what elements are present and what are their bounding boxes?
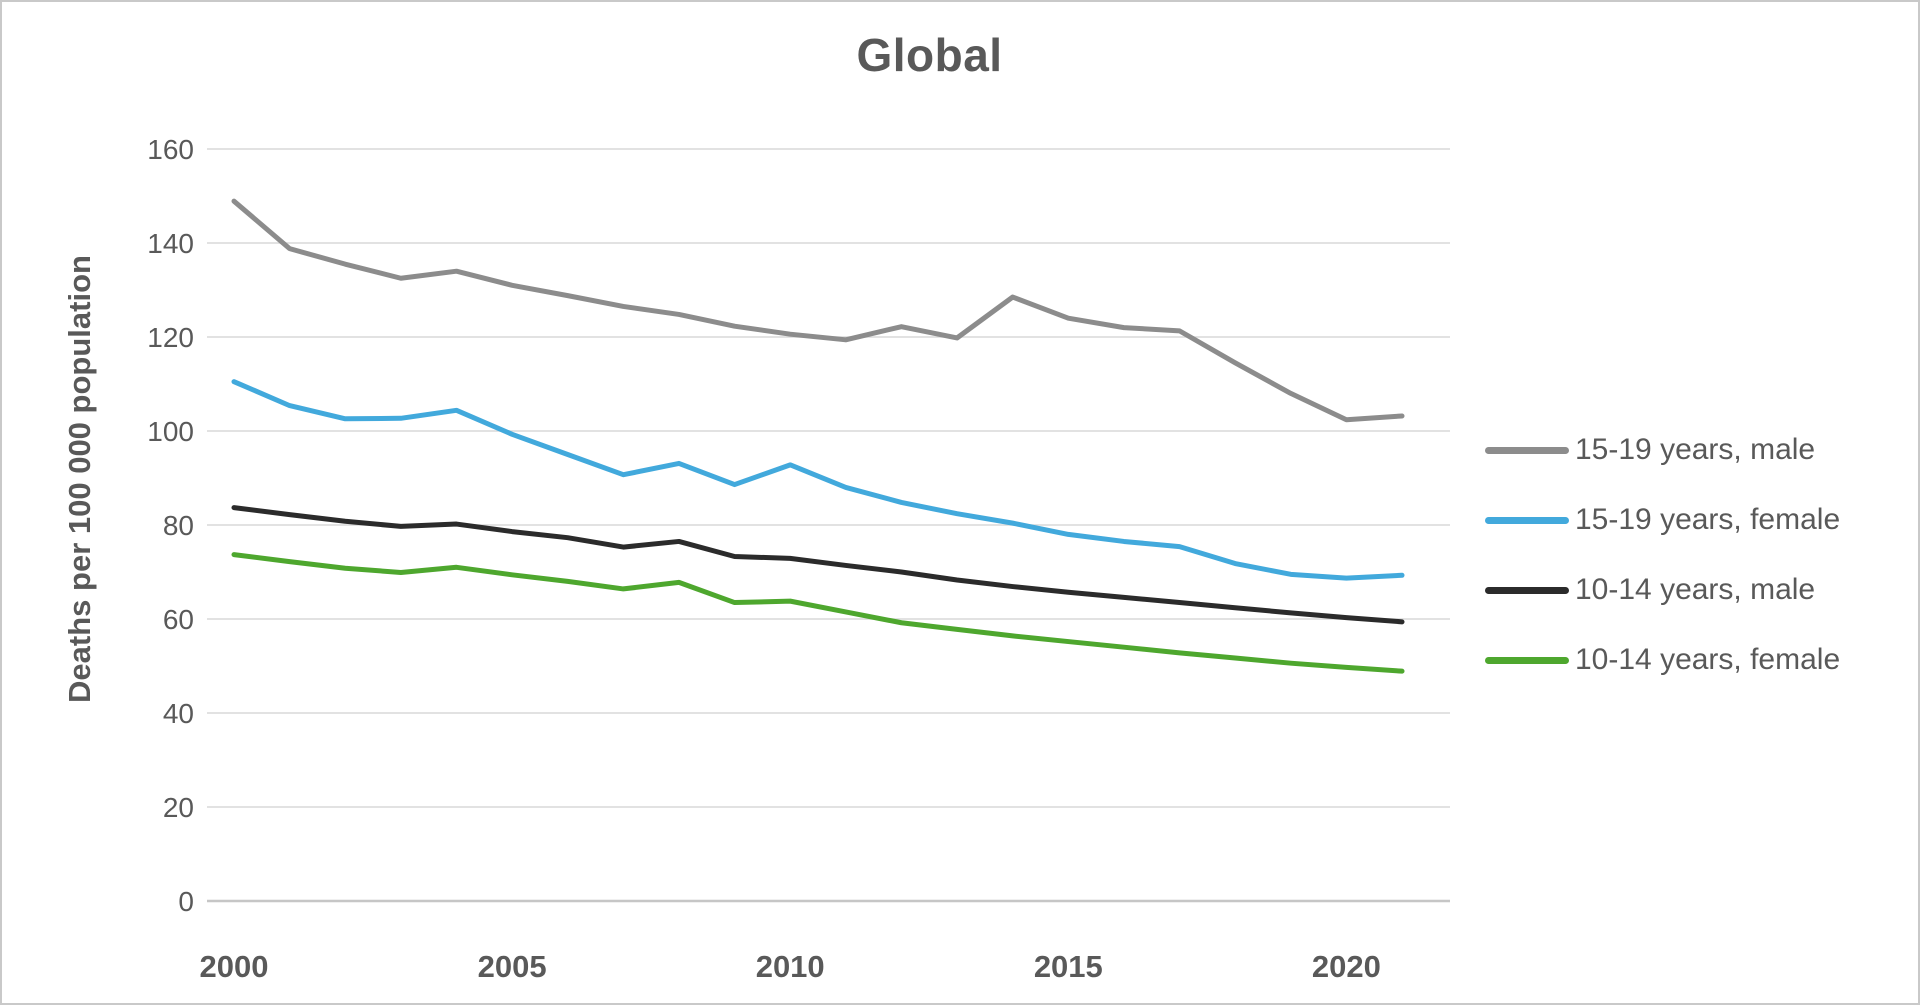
y-tick-label: 100 <box>147 416 194 447</box>
series-line-15-19-years-male <box>231 198 1405 423</box>
y-tick-label: 120 <box>147 322 194 353</box>
legend-swatch <box>1485 656 1569 664</box>
y-tick-label: 20 <box>163 792 194 823</box>
legend-label: 15-19 years, male <box>1575 433 1816 466</box>
y-tick-label: 160 <box>147 134 194 165</box>
legend-label: 15-19 years, female <box>1575 503 1841 536</box>
legend-label: 10-14 years, male <box>1575 573 1816 606</box>
y-tick-label: 40 <box>163 698 194 729</box>
series-line-10-14-years-male <box>231 505 1405 625</box>
legend-label: 10-14 years, female <box>1575 643 1841 676</box>
x-tick-label: 2010 <box>756 949 825 984</box>
legend-swatch <box>1485 586 1569 594</box>
legend-swatch <box>1485 446 1569 454</box>
y-tick-label: 60 <box>163 604 194 635</box>
legend-item: 15-19 years, male <box>1485 415 1840 485</box>
legend-item: 15-19 years, female <box>1485 485 1840 555</box>
x-tick-label: 2000 <box>200 949 269 984</box>
series-line-10-14-years-female <box>231 552 1405 674</box>
y-tick-label: 140 <box>147 228 194 259</box>
x-tick-label: 2005 <box>478 949 547 984</box>
x-tick-label: 2015 <box>1034 949 1103 984</box>
legend-item: 10-14 years, female <box>1485 625 1840 695</box>
legend-item: 10-14 years, male <box>1485 555 1840 625</box>
legend-swatch <box>1485 516 1569 524</box>
x-tick-label: 2020 <box>1312 949 1381 984</box>
y-tick-label: 80 <box>163 510 194 541</box>
chart-title: Global <box>856 29 1003 81</box>
series-line-15-19-years-female <box>231 379 1405 581</box>
legend: 15-19 years, male 15-19 years, female 10-1… <box>1485 415 1840 695</box>
y-tick-label: 0 <box>178 886 194 917</box>
